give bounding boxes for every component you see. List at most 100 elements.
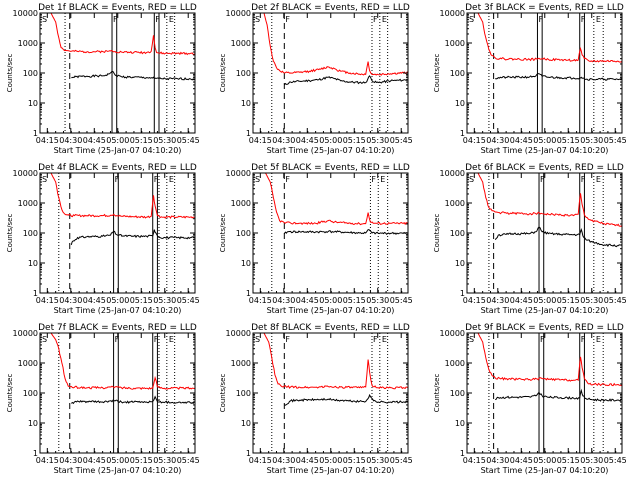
x-axis-label: Start Time (25-Jan-07 04:10:20) — [481, 146, 609, 155]
x-axis-label: Start Time (25-Jan-07 04:10:20) — [54, 306, 182, 315]
y-tick-label: 10000 — [226, 9, 251, 18]
series-line-events — [494, 388, 622, 402]
series-line-lld — [467, 333, 622, 387]
x-tick-label: 05:30 — [580, 296, 603, 305]
y-tick-label: 10000 — [13, 329, 38, 338]
x-axis-label: Start Time (25-Jan-07 04:10:20) — [54, 466, 182, 475]
y-tick-label: 1000 — [445, 359, 465, 368]
y-axis-label: Counts/sec — [219, 54, 227, 93]
x-tick-label: 04:30 — [272, 136, 295, 145]
plot-frame — [252, 332, 409, 454]
panel-title: Det 7f BLACK = Events, RED = LLD — [38, 323, 197, 333]
x-tick-label: 05:15 — [343, 456, 366, 465]
x-tick-label: 05:30 — [153, 296, 176, 305]
x-tick-label: 05:45 — [177, 456, 200, 465]
annotation-s: S — [255, 15, 260, 24]
panel-det-7: Det 7f BLACK = Events, RED = LLD 1 10 100 10… — [6, 323, 200, 475]
x-tick-label: 04:15 — [36, 456, 59, 465]
annotation-e: E — [596, 335, 601, 344]
panel-title: Det 9f BLACK = Events, RED = LLD — [465, 323, 624, 333]
series-line-lld — [253, 333, 408, 390]
x-tick-label: 04:15 — [463, 456, 486, 465]
x-tick-label: 05:45 — [177, 296, 200, 305]
annotation-f: F — [115, 335, 120, 344]
y-tick-label: 10000 — [226, 169, 251, 178]
panel-det-1: Det 1f BLACK = Events, RED = LLD 1 10 100 10… — [6, 3, 200, 155]
y-tick-label: 10000 — [13, 169, 38, 178]
x-tick-label: 05:30 — [153, 136, 176, 145]
panel-det-8: Det 8f BLACK = Events, RED = LLD 1 10 100 10… — [219, 323, 413, 475]
panel-det-4: Det 4f BLACK = Events, RED = LLD 1 10 100 10… — [6, 163, 200, 315]
x-tick-label: 04:30 — [59, 456, 82, 465]
x-tick-label: 05:45 — [390, 456, 413, 465]
panel-title: Det 8f BLACK = Events, RED = LLD — [251, 323, 410, 333]
x-axis-label: Start Time (25-Jan-07 04:10:20) — [267, 466, 395, 475]
x-tick-label: 05:00 — [106, 456, 129, 465]
plot-frame — [252, 12, 409, 134]
y-tick-label: 100 — [23, 69, 38, 78]
annotation-e: E — [596, 15, 601, 24]
y-tick-label: 1000 — [231, 39, 251, 48]
series-line-lld — [467, 13, 622, 63]
y-tick-label: 10 — [455, 419, 465, 428]
annotation-f: F — [115, 175, 120, 184]
x-tick-label: 05:45 — [390, 136, 413, 145]
panel-title: Det 3f BLACK = Events, RED = LLD — [465, 3, 624, 13]
annotation-f: F — [155, 15, 160, 24]
y-tick-label: 100 — [23, 389, 38, 398]
x-tick-label: 04:45 — [296, 456, 319, 465]
x-tick-label: 05:45 — [177, 136, 200, 145]
annotation-f: F — [285, 15, 290, 24]
y-tick-label: 1000 — [18, 199, 38, 208]
series-line-events — [70, 395, 195, 405]
x-axis-label: Start Time (25-Jan-07 04:10:20) — [481, 306, 609, 315]
plot-frame — [39, 12, 196, 134]
y-axis-label: Counts/sec — [433, 214, 441, 253]
series-line-events — [283, 229, 408, 236]
panel-title: Det 2f BLACK = Events, RED = LLD — [251, 3, 410, 13]
x-tick-label: 05:00 — [319, 136, 342, 145]
annotation-s: S — [255, 335, 260, 344]
annotation-f: F — [373, 335, 378, 344]
y-tick-label: 1000 — [231, 199, 251, 208]
x-tick-label: 05:15 — [130, 456, 153, 465]
y-tick-label: 10000 — [13, 9, 38, 18]
x-axis-label: Start Time (25-Jan-07 04:10:20) — [481, 466, 609, 475]
series-line-lld — [40, 173, 195, 219]
annotation-f: F — [373, 15, 378, 24]
x-tick-label: 05:15 — [130, 296, 153, 305]
annotation-e: E — [169, 335, 174, 344]
annotation-f: F — [154, 175, 159, 184]
y-tick-label: 10 — [455, 99, 465, 108]
x-axis-label: Start Time (25-Jan-07 04:10:20) — [54, 146, 182, 155]
y-tick-label: 10000 — [440, 169, 465, 178]
x-tick-label: 04:45 — [296, 136, 319, 145]
annotation-s: S — [42, 15, 47, 24]
x-tick-label: 04:45 — [83, 456, 106, 465]
x-tick-label: 05:00 — [533, 296, 556, 305]
series-line-events — [283, 75, 408, 86]
annotation-e: E — [380, 175, 385, 184]
x-tick-label: 04:15 — [249, 136, 272, 145]
y-tick-label: 1000 — [445, 39, 465, 48]
series-line-events — [70, 229, 195, 246]
y-tick-label: 100 — [450, 69, 465, 78]
y-tick-label: 1000 — [18, 359, 38, 368]
y-tick-label: 100 — [236, 389, 251, 398]
annotation-s: S — [42, 335, 47, 344]
y-tick-label: 1 — [33, 449, 38, 458]
x-tick-label: 05:15 — [557, 136, 580, 145]
x-tick-label: 05:30 — [580, 456, 603, 465]
y-axis-label: Counts/sec — [6, 214, 14, 253]
x-tick-label: 05:30 — [580, 136, 603, 145]
x-tick-label: 04:15 — [36, 136, 59, 145]
y-tick-label: 1 — [246, 449, 251, 458]
y-tick-label: 10 — [241, 259, 251, 268]
y-axis-label: Counts/sec — [6, 54, 14, 93]
panel-det-2: Det 2f BLACK = Events, RED = LLD 1 10 100 10… — [219, 3, 413, 155]
panel-title: Det 1f BLACK = Events, RED = LLD — [38, 3, 197, 13]
series-line-lld — [467, 173, 622, 227]
x-tick-label: 05:45 — [604, 456, 627, 465]
series-line-lld — [40, 13, 195, 56]
x-tick-label: 04:45 — [510, 456, 533, 465]
